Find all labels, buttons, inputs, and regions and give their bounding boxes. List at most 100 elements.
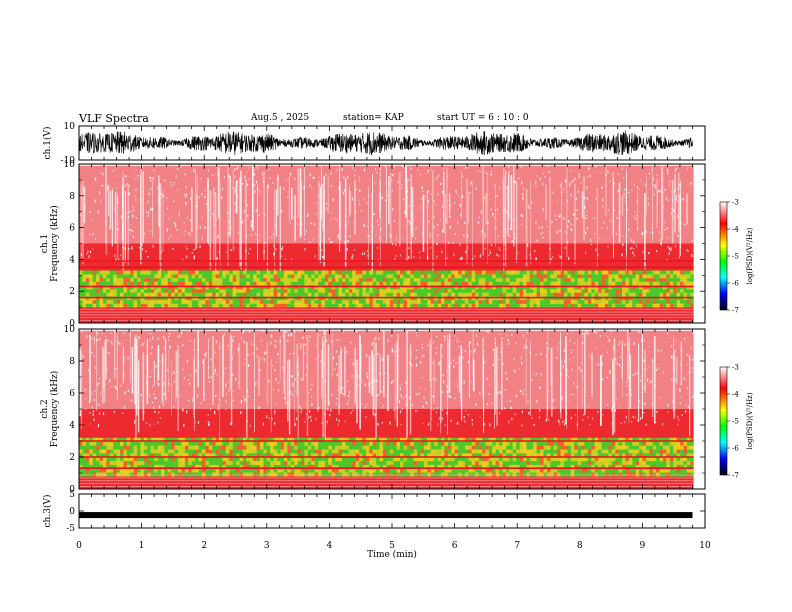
band-cell xyxy=(147,468,151,473)
speckle xyxy=(589,174,591,178)
band-cell xyxy=(529,299,534,304)
speckle xyxy=(588,405,590,407)
speckle xyxy=(534,249,536,253)
band-cell xyxy=(550,270,554,275)
speckle xyxy=(263,358,265,361)
band-cell xyxy=(85,299,90,304)
band-cell xyxy=(311,464,315,469)
band-cell xyxy=(601,292,606,297)
band-cell xyxy=(598,288,602,293)
speckle xyxy=(322,255,324,259)
band-cell xyxy=(130,449,134,454)
band-cell xyxy=(348,441,353,446)
band-cell xyxy=(85,303,90,308)
band-cell xyxy=(581,281,585,286)
speckle xyxy=(133,209,135,212)
streak xyxy=(266,185,268,273)
band-cell xyxy=(263,468,268,473)
band-cell xyxy=(359,292,363,297)
speckle xyxy=(343,240,345,244)
band-cell xyxy=(232,292,237,297)
streak xyxy=(679,193,681,257)
speckle xyxy=(302,336,304,340)
band-cell xyxy=(102,441,107,446)
speckle xyxy=(609,370,611,373)
speckle xyxy=(126,183,128,186)
speckle xyxy=(269,177,271,179)
band-cell xyxy=(102,468,107,473)
band-cell xyxy=(79,464,83,469)
band-cell xyxy=(345,292,350,297)
band-cell xyxy=(345,299,350,304)
speckle xyxy=(425,401,427,404)
band-cell xyxy=(294,274,298,279)
speckle xyxy=(347,239,349,243)
speckle xyxy=(234,202,236,204)
speckle xyxy=(436,407,438,410)
speckle xyxy=(173,381,175,383)
streak xyxy=(104,340,106,403)
band-cell xyxy=(219,464,223,469)
band-cell xyxy=(113,441,117,446)
band-cell xyxy=(372,449,377,454)
band-cell xyxy=(212,274,216,279)
band-cell xyxy=(263,457,268,462)
streak xyxy=(230,335,233,426)
band-cell xyxy=(656,292,660,297)
speckle xyxy=(259,369,261,372)
band-cell xyxy=(564,288,568,293)
band-cell xyxy=(567,274,572,279)
band-cell xyxy=(263,281,268,286)
band-cell xyxy=(328,460,332,465)
band-cell xyxy=(116,445,121,450)
band-cell xyxy=(396,274,401,279)
band-cell xyxy=(106,460,110,465)
speckle xyxy=(354,174,356,177)
speckle xyxy=(438,361,440,365)
band-cell xyxy=(123,453,128,458)
speckle xyxy=(691,239,693,242)
band-cell xyxy=(328,472,332,477)
band-cell xyxy=(109,449,114,454)
speckle xyxy=(284,396,286,400)
band-cell xyxy=(133,472,138,477)
band-cell xyxy=(492,288,496,293)
band-cell xyxy=(512,274,517,279)
speckle xyxy=(235,203,237,206)
band-cell xyxy=(458,292,462,297)
band-cell xyxy=(427,277,431,282)
speckle xyxy=(348,395,350,398)
speckle xyxy=(256,355,258,358)
band-cell xyxy=(434,449,438,454)
band-cell xyxy=(372,292,377,297)
band-cell xyxy=(639,281,643,286)
speckle xyxy=(495,226,497,230)
band-cell xyxy=(85,472,90,477)
speckle xyxy=(638,188,640,190)
speckle xyxy=(304,233,306,236)
band-cell xyxy=(171,292,175,297)
band-cell xyxy=(591,277,595,282)
band-cell xyxy=(410,303,414,308)
band-cell xyxy=(99,472,104,477)
band-cell xyxy=(229,281,233,286)
speckle xyxy=(305,413,308,416)
speckle xyxy=(545,346,547,348)
speckle xyxy=(151,346,153,349)
streak xyxy=(501,341,503,411)
speckle xyxy=(254,190,256,193)
band-cell xyxy=(205,472,210,477)
speckle xyxy=(201,237,203,240)
speckle xyxy=(177,168,179,170)
speckle xyxy=(257,167,259,170)
speckle xyxy=(437,224,439,226)
speckle xyxy=(95,178,97,180)
speckle xyxy=(462,175,464,178)
band-cell xyxy=(683,277,688,282)
speckle xyxy=(690,371,692,373)
speckle xyxy=(287,333,289,337)
band-cell xyxy=(89,457,93,462)
band-cell xyxy=(297,464,302,469)
band-cell xyxy=(581,303,585,308)
band-cell xyxy=(420,270,425,275)
